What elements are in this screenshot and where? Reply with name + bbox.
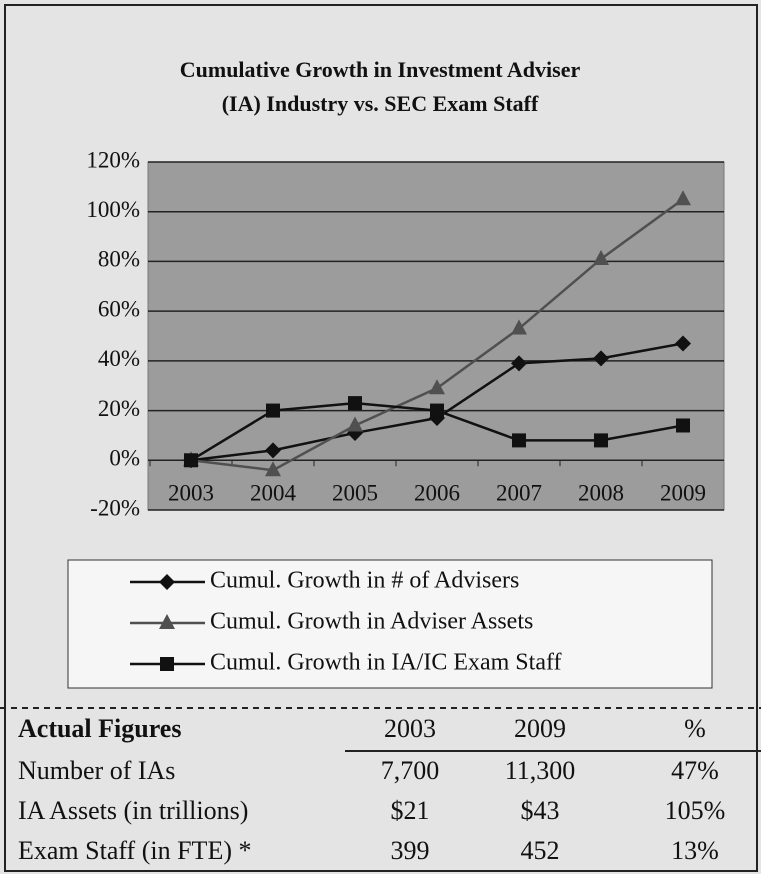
x-tick-label: 2008: [578, 481, 624, 506]
table-cell: IA Assets (in trillions): [18, 796, 248, 825]
marker-square: [430, 403, 444, 418]
marker-triangle: [675, 190, 691, 206]
x-tick-label: 2003: [168, 481, 214, 506]
table-header: %: [684, 714, 706, 743]
legend-label: Cumul. Growth in IA/IC Exam Staff: [210, 650, 562, 676]
chart-subtitle: (IA) Industry vs. SEC Exam Staff: [222, 91, 539, 116]
y-tick-label: -20%: [90, 495, 140, 520]
table-cell: $21: [391, 796, 430, 825]
table-cell: Number of IAs: [18, 756, 175, 785]
table-cell: 47%: [671, 756, 719, 785]
table-cell: 11,300: [505, 756, 576, 785]
marker-triangle: [347, 416, 363, 432]
marker-diamond: [511, 355, 527, 372]
table-cell: 399: [391, 836, 430, 865]
marker-diamond: [675, 335, 691, 352]
y-tick-label: 60%: [98, 296, 140, 321]
marker-diamond: [265, 442, 281, 459]
x-tick-label: 2006: [414, 481, 460, 506]
x-tick-label: 2009: [660, 481, 706, 506]
frame: [4, 4, 758, 872]
y-tick-label: 40%: [98, 346, 140, 371]
marker-square: [676, 418, 690, 433]
marker-square: [512, 433, 526, 448]
y-tick-label: 100%: [86, 197, 140, 222]
table-header: 2009: [514, 714, 566, 743]
table-cell: $43: [521, 796, 560, 825]
table-header: 2003: [384, 714, 436, 743]
plot-area: [147, 161, 725, 511]
marker-square: [594, 433, 608, 448]
legend-label: Cumul. Growth in # of Advisers: [210, 568, 519, 594]
marker-triangle: [265, 461, 281, 477]
x-tick-label: 2004: [250, 481, 297, 506]
y-tick-label: 0%: [109, 446, 140, 471]
legend-label: Cumul. Growth in Adviser Assets: [210, 609, 533, 635]
chart-title: Cumulative Growth in Investment Adviser: [180, 57, 581, 82]
table-header: Actual Figures: [18, 714, 181, 743]
y-tick-label: 20%: [98, 396, 140, 421]
x-tick-label: 2007: [496, 481, 542, 506]
table-cell: 13%: [671, 836, 719, 865]
table-cell: Exam Staff (in FTE) *: [18, 836, 251, 865]
marker-triangle: [593, 249, 609, 265]
marker-triangle: [429, 379, 445, 395]
marker-square: [160, 657, 174, 671]
marker-square: [266, 403, 280, 418]
table-cell: 452: [521, 836, 560, 865]
x-tick-label: 2005: [332, 481, 378, 506]
table-cell: 105%: [665, 796, 726, 825]
marker-triangle: [159, 614, 175, 629]
y-tick-label: 80%: [98, 247, 140, 272]
marker-triangle: [511, 319, 527, 335]
table-cell: 7,700: [381, 756, 440, 785]
marker-diamond: [159, 574, 175, 590]
y-tick-label: 120%: [86, 147, 140, 172]
marker-square: [348, 396, 362, 411]
marker-square: [184, 453, 198, 468]
marker-diamond: [593, 350, 609, 367]
